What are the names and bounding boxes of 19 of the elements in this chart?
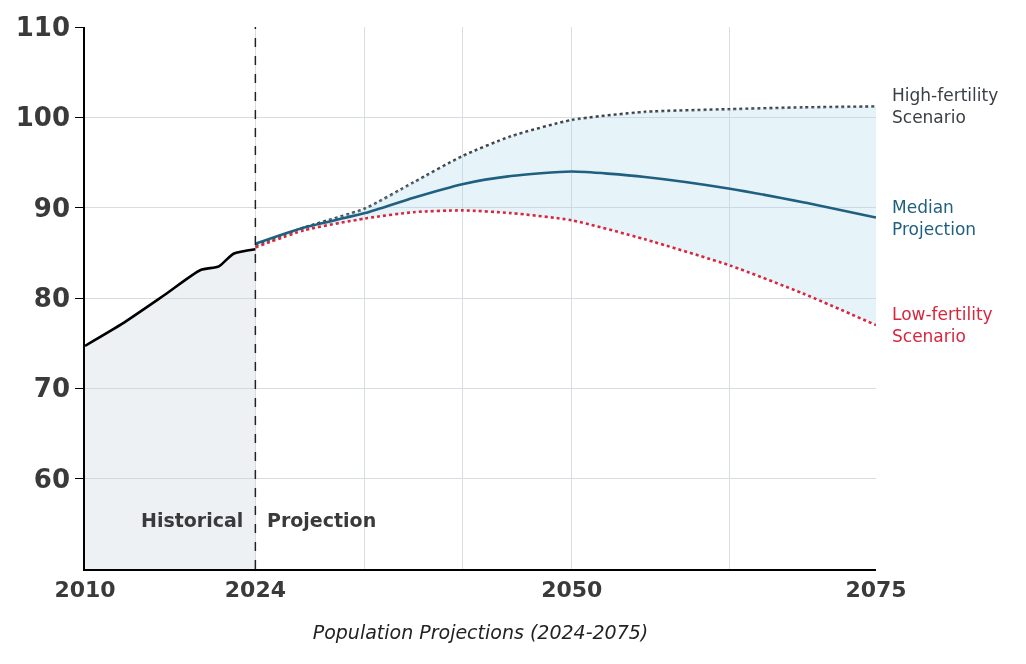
line-series (254, 105, 876, 247)
series-label: High-fertility Scenario (892, 85, 999, 128)
series-label: Low-fertility Scenario (892, 304, 993, 347)
x-tick-label: 2010 (54, 577, 116, 603)
x-axis-title: Population Projections (2024-2075) (312, 621, 649, 644)
x-tick-label: 2024 (224, 577, 286, 603)
y-tick-label: 60 (33, 463, 71, 494)
line-series (254, 209, 876, 327)
y-tick-label: 80 (33, 283, 71, 314)
series-label: Median Projection (892, 197, 977, 240)
annotation: Projection (267, 509, 377, 531)
y-tick-label: 110 (15, 12, 71, 43)
y-tick-label: 90 (33, 192, 71, 223)
y-tick-label: 70 (33, 373, 71, 404)
line-series (254, 170, 876, 246)
y-tick-label: 100 (15, 102, 71, 133)
annotation: Historical (141, 509, 244, 531)
x-tick-label: 2075 (845, 577, 907, 603)
x-tick-label: 2050 (541, 577, 603, 603)
